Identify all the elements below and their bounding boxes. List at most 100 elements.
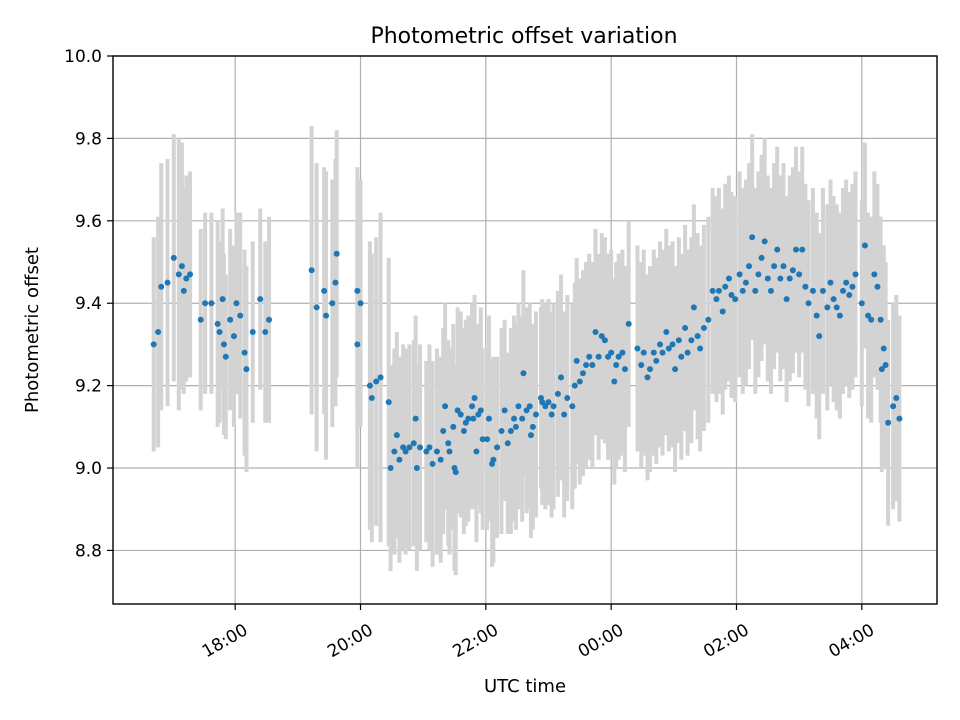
data-point [406, 444, 413, 451]
data-point [634, 345, 641, 352]
data-point [758, 254, 765, 261]
data-point [722, 283, 729, 290]
data-point [725, 275, 732, 282]
data-point [780, 263, 787, 270]
data-point [861, 242, 868, 249]
data-point [589, 362, 596, 369]
error-bars [151, 126, 902, 576]
data-point [321, 287, 328, 294]
data-point [357, 300, 364, 307]
data-point [647, 366, 654, 373]
data-point [457, 411, 464, 418]
data-point [501, 407, 508, 414]
data-point [586, 353, 593, 360]
data-point [816, 333, 823, 340]
data-point [494, 444, 501, 451]
data-point [373, 378, 380, 385]
data-point [608, 349, 615, 356]
data-point [682, 324, 689, 331]
data-point [611, 378, 618, 385]
data-point [613, 362, 620, 369]
data-point [878, 366, 885, 373]
data-point [385, 399, 392, 406]
data-point [840, 287, 847, 294]
data-point [523, 407, 530, 414]
data-point [233, 300, 240, 307]
data-point [354, 287, 361, 294]
data-point [809, 287, 816, 294]
data-point [709, 287, 716, 294]
data-point [410, 440, 417, 447]
data-point [208, 300, 215, 307]
chart-title: Photometric offset variation [370, 24, 677, 49]
data-point [644, 374, 651, 381]
y-tick-label: 9.4 [75, 294, 102, 314]
data-point [675, 337, 682, 344]
plot-frame [112, 55, 938, 605]
data-point [625, 320, 632, 327]
data-point [774, 246, 781, 253]
x-axis-ticks: 18:00 20:00 22:00 00:00 02:00 04:00 [199, 604, 878, 662]
data-point [771, 263, 778, 270]
data-point [542, 403, 549, 410]
data-point [423, 448, 430, 455]
data-point [473, 448, 480, 455]
data-point [813, 312, 820, 319]
data-point [755, 271, 762, 278]
data-point [479, 436, 486, 443]
data-point [391, 448, 398, 455]
data-point [615, 353, 622, 360]
data-point [893, 394, 900, 401]
data-point [638, 362, 645, 369]
x-tick-label: 22:00 [450, 620, 502, 662]
data-point [700, 324, 707, 331]
data-point [526, 403, 533, 410]
data-point [764, 275, 771, 282]
y-tick-label: 9.2 [75, 377, 102, 397]
x-tick-label: 18:00 [199, 620, 251, 662]
data-point [761, 238, 768, 245]
data-point [498, 427, 505, 434]
data-point [796, 271, 803, 278]
data-point [545, 399, 552, 406]
data-point [471, 394, 478, 401]
data-point [877, 316, 884, 323]
data-point [413, 465, 420, 472]
data-point [789, 267, 796, 274]
y-axis-label: Photometric offset [22, 247, 43, 413]
data-point [308, 267, 315, 274]
data-point [227, 316, 234, 323]
data-point [507, 427, 514, 434]
data-point [445, 440, 452, 447]
data-point [653, 357, 660, 364]
data-point [257, 296, 264, 303]
data-point [805, 300, 812, 307]
data-point [592, 329, 599, 336]
data-point [684, 349, 691, 356]
data-point [446, 448, 453, 455]
data-point [550, 403, 557, 410]
data-point [266, 316, 273, 323]
data-point [429, 460, 436, 467]
data-point [426, 444, 433, 451]
data-point [515, 403, 522, 410]
data-point [598, 333, 605, 340]
data-point [659, 349, 666, 356]
data-point [571, 382, 578, 389]
data-point [175, 271, 182, 278]
data-point [665, 345, 672, 352]
data-point [736, 271, 743, 278]
data-point [561, 411, 568, 418]
data-point [783, 296, 790, 303]
data-point [313, 304, 320, 311]
data-point [454, 407, 461, 414]
data-point [836, 312, 843, 319]
data-point [393, 432, 400, 439]
data-point [579, 370, 586, 377]
data-point [219, 296, 226, 303]
data-point [214, 320, 221, 327]
data-point [824, 304, 831, 311]
data-point [241, 349, 248, 356]
data-point [460, 427, 467, 434]
data-point [220, 341, 227, 348]
